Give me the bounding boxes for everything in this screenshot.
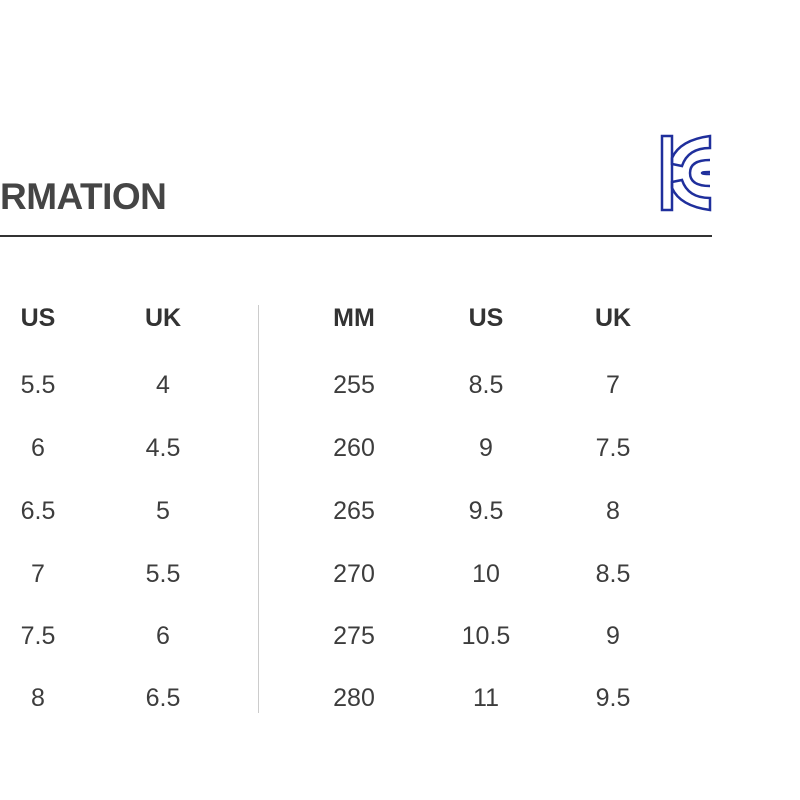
- table-cell: 7.5: [20, 622, 56, 650]
- table-cell: 6.5: [145, 684, 181, 712]
- table-cell: 5.5: [145, 560, 181, 588]
- table-cell: 275: [333, 622, 375, 650]
- table-cell: 5.5: [20, 371, 56, 399]
- table-cell: 8.5: [468, 371, 504, 399]
- column-header: US: [468, 304, 504, 332]
- table-cell: 9: [479, 434, 493, 462]
- table-divider: [258, 305, 259, 713]
- table-cell: 6: [156, 622, 170, 650]
- title-underline: [0, 235, 712, 237]
- table-cell: 7.5: [595, 434, 631, 462]
- table-cell: 9.5: [595, 684, 631, 712]
- table-cell: 7: [31, 560, 45, 588]
- kc-certification-logo: [660, 134, 712, 212]
- section-title: RMATION: [0, 176, 167, 217]
- column-header: UK: [594, 304, 632, 332]
- table-cell: 265: [333, 497, 375, 525]
- table-cell: 7: [606, 371, 620, 399]
- table-cell: 8: [31, 684, 45, 712]
- column-header: UK: [144, 304, 182, 332]
- table-cell: 5: [156, 497, 170, 525]
- column-header: MM: [333, 304, 375, 332]
- table-cell: 10: [472, 560, 500, 588]
- table-cell: 8: [606, 497, 620, 525]
- table-cell: 9.5: [468, 497, 504, 525]
- table-cell: 10.5: [461, 622, 511, 650]
- column-header: US: [20, 304, 56, 332]
- table-cell: 4: [156, 371, 170, 399]
- table-cell: 4.5: [145, 434, 181, 462]
- table-cell: 260: [333, 434, 375, 462]
- table-cell: 9: [606, 622, 620, 650]
- table-cell: 280: [333, 684, 375, 712]
- table-cell: 6.5: [20, 497, 56, 525]
- table-cell: 11: [473, 684, 499, 712]
- table-cell: 6: [31, 434, 45, 462]
- table-cell: 8.5: [595, 560, 631, 588]
- table-cell: 270: [333, 560, 375, 588]
- table-cell: 255: [333, 371, 375, 399]
